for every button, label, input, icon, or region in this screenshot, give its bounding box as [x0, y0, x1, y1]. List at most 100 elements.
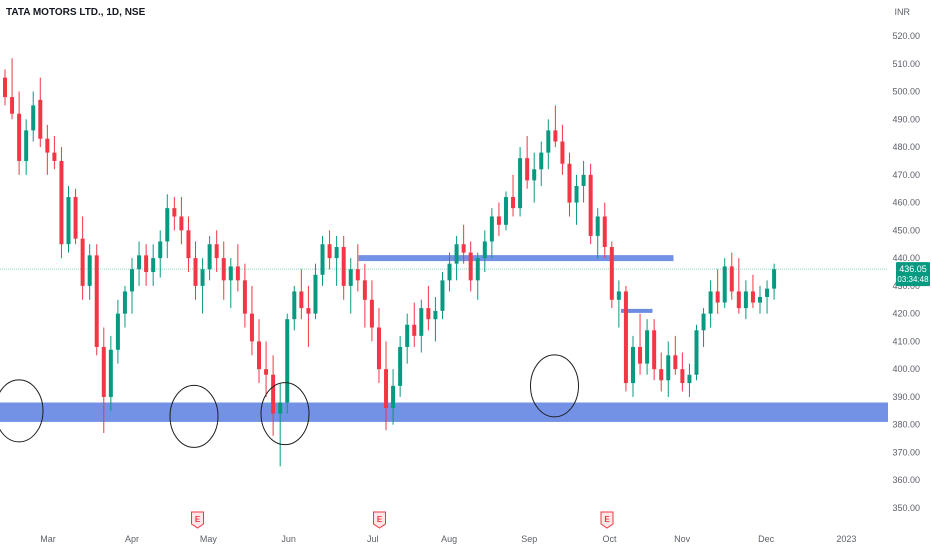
candle-body — [553, 130, 558, 142]
candle — [701, 308, 706, 347]
candle-body — [207, 244, 212, 270]
candle-body — [638, 346, 643, 364]
currency-label: INR — [894, 7, 911, 17]
candle — [574, 174, 579, 225]
candle-body — [518, 158, 523, 209]
time-axis: Mar Apr May Jun Jul Aug Sep Oct Nov Dec 2023 — [40, 534, 856, 544]
candle — [228, 258, 233, 309]
candle-body — [532, 169, 537, 181]
time-tick-label: May — [200, 534, 218, 544]
price-tag-box — [896, 262, 930, 287]
candle — [405, 313, 410, 364]
candle-body — [376, 327, 381, 370]
candle-body — [17, 113, 22, 161]
support-zone — [0, 402, 888, 422]
price-tick-label: 470.00 — [892, 170, 920, 180]
candle-body — [475, 258, 480, 281]
candle — [496, 202, 501, 236]
earnings-marker: E — [600, 511, 614, 529]
price-tick-label: 440.00 — [892, 253, 920, 263]
candle-body — [630, 346, 635, 384]
candle-body — [94, 255, 99, 347]
candles-layer — [3, 58, 777, 467]
candle — [447, 252, 452, 292]
candle — [369, 280, 374, 342]
candle-body — [200, 269, 205, 286]
candle — [362, 263, 367, 328]
candle-body — [24, 130, 29, 161]
candle — [278, 383, 283, 467]
candle — [66, 185, 71, 253]
price-tick-label: 410.00 — [892, 336, 920, 346]
candle-body — [602, 216, 607, 248]
candle — [518, 147, 523, 217]
circle-annotation — [530, 354, 579, 418]
candle-body — [539, 152, 544, 170]
candle — [666, 341, 671, 397]
candle — [539, 141, 544, 186]
candle-body — [101, 346, 106, 397]
candle — [722, 258, 727, 309]
candle — [376, 308, 381, 384]
candle-body — [673, 355, 678, 370]
candle — [31, 91, 36, 142]
candle-body — [645, 330, 650, 364]
time-tick-label: Nov — [674, 534, 691, 544]
candle — [249, 285, 254, 356]
price-tick-label: 460.00 — [892, 198, 920, 208]
candle — [341, 235, 346, 300]
candle — [546, 119, 551, 170]
candle — [235, 244, 240, 292]
candle-body — [31, 105, 36, 131]
time-tick-label: Aug — [441, 534, 457, 544]
circle-annotation — [0, 379, 44, 443]
candle — [772, 263, 777, 300]
price-tick-label: 350.00 — [892, 503, 920, 513]
candle — [38, 77, 43, 148]
candle — [630, 335, 635, 397]
candle — [412, 302, 417, 347]
candle-body — [701, 313, 706, 331]
candle-body — [666, 355, 671, 381]
candle-body — [172, 208, 177, 217]
price-tick-label: 380.00 — [892, 420, 920, 430]
candle — [101, 327, 106, 434]
time-tick-label: Jun — [281, 534, 296, 544]
candle — [137, 241, 142, 286]
earnings-label: E — [195, 515, 201, 524]
candle — [292, 285, 297, 331]
time-tick-label: 2023 — [836, 534, 856, 544]
candle — [271, 355, 276, 436]
time-tick-label: Apr — [125, 534, 139, 544]
price-tick-label: 510.00 — [892, 59, 920, 69]
candle-body — [687, 374, 692, 384]
candle-body — [214, 244, 219, 259]
candle — [207, 235, 212, 281]
candle — [45, 124, 50, 175]
candle-body — [10, 97, 15, 114]
circle-annotation — [169, 384, 219, 448]
candle — [214, 230, 219, 272]
candle-body — [482, 241, 487, 259]
candle-body — [736, 291, 741, 309]
candle-body — [546, 130, 551, 153]
price-tick-label: 390.00 — [892, 392, 920, 402]
candle — [525, 135, 530, 189]
candle-body — [433, 310, 438, 320]
candle-body — [327, 244, 332, 259]
candle — [595, 208, 600, 259]
candle — [694, 324, 699, 381]
candle-body — [151, 258, 156, 272]
candle — [489, 208, 494, 259]
candle — [468, 241, 473, 292]
price-tick-label: 370.00 — [892, 447, 920, 457]
candle-body — [193, 258, 198, 286]
candle-body — [52, 152, 57, 161]
candle-body — [511, 197, 516, 209]
candle-body — [588, 174, 593, 236]
candle — [115, 299, 120, 364]
